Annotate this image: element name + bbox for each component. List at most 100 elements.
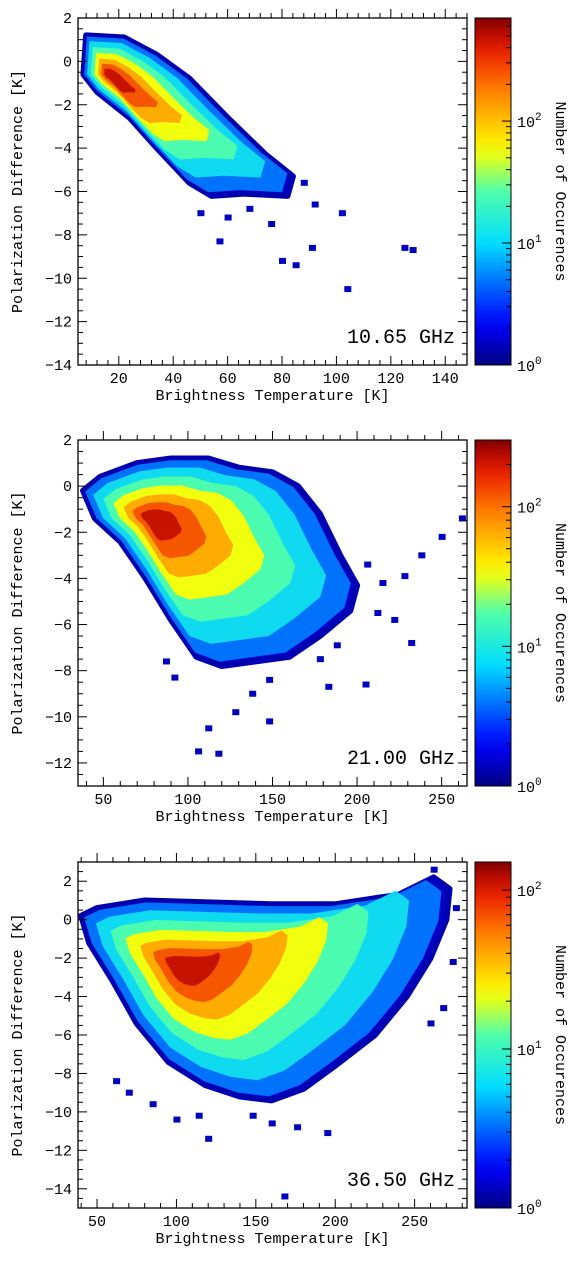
sparse-point	[300, 179, 308, 186]
density-level-7	[164, 952, 221, 986]
colorbar-tick-label: 100	[517, 1199, 542, 1219]
y-tick-label: −4	[54, 141, 72, 158]
sparse-point	[205, 1135, 213, 1142]
sparse-point	[195, 1112, 203, 1119]
sparse-point	[408, 639, 416, 646]
colorbar-tick-base: 10	[517, 501, 535, 518]
sparse-point	[325, 683, 333, 690]
sparse-point	[338, 210, 346, 217]
x-tick-label: 20	[110, 371, 128, 388]
sparse-point	[113, 1078, 121, 1085]
y-tick-label: 0	[63, 479, 72, 496]
density-level-7	[140, 509, 182, 541]
y-tick-label: −8	[54, 228, 72, 245]
y-tick-label: −6	[54, 618, 72, 635]
frequency-annotation: 10.65 GHz	[347, 327, 455, 350]
x-tick-label: 100	[163, 1214, 190, 1231]
x-tick-label: 250	[401, 1214, 428, 1231]
y-tick-label: −2	[54, 525, 72, 542]
colorbar-tick-base: 10	[517, 115, 535, 132]
plot-area	[80, 455, 466, 757]
colorbar	[474, 17, 512, 366]
colorbar-tick-label: 102	[517, 498, 542, 518]
colorbar	[474, 861, 512, 1209]
y-tick-label: −12	[45, 1143, 72, 1160]
sparse-point	[171, 674, 179, 681]
sparse-point	[232, 709, 240, 716]
colorbar-tick-label: 101	[517, 234, 542, 254]
colorbar-label: Number of Occurences	[551, 523, 568, 703]
sparse-point	[216, 238, 224, 245]
sparse-point	[324, 1130, 332, 1137]
colorbar-tick-base: 10	[517, 640, 535, 657]
sparse-point	[401, 573, 409, 580]
sparse-point	[452, 905, 460, 912]
y-tick-label: −10	[45, 710, 72, 727]
sparse-point	[279, 257, 287, 264]
x-axis-title: Brightness Temperature [K]	[155, 388, 389, 405]
sparse-point	[281, 1193, 289, 1200]
sparse-point	[440, 1005, 448, 1012]
colorbar-tick-exponent: 2	[535, 498, 542, 510]
colorbar-label: Number of Occurences	[551, 101, 568, 281]
x-tick-label: 150	[242, 1214, 269, 1231]
y-tick-label: −2	[54, 951, 72, 968]
y-tick-label: 0	[63, 913, 72, 930]
y-tick-label: 2	[63, 433, 72, 450]
sparse-point	[195, 748, 203, 755]
sparse-point	[449, 958, 457, 965]
colorbar	[474, 439, 512, 787]
sparse-point	[374, 610, 382, 616]
sparse-point	[125, 1089, 133, 1096]
sparse-point	[149, 1101, 157, 1108]
y-tick-label: −4	[54, 990, 72, 1007]
y-axis-title: Polarization Difference [K]	[10, 491, 27, 734]
sparse-point	[391, 616, 399, 623]
colorbar-tick-base: 10	[517, 1202, 535, 1219]
colorbar-tick-exponent: 1	[535, 637, 542, 649]
colorbar-tick-label: 102	[517, 881, 542, 901]
y-tick-label: 0	[63, 54, 72, 71]
colorbar-tick-exponent: 2	[535, 112, 542, 124]
x-axis-title: Brightness Temperature [K]	[155, 809, 389, 826]
y-tick-label: 2	[63, 874, 72, 891]
sparse-point	[311, 201, 319, 208]
sparse-point	[344, 286, 352, 293]
sparse-point	[294, 1124, 302, 1131]
x-tick-label: 250	[428, 792, 455, 809]
density-level-7	[104, 68, 136, 93]
colorbar-tick-exponent: 1	[535, 1040, 542, 1052]
sparse-point	[215, 750, 223, 757]
colorbar-tick-base: 10	[517, 780, 535, 797]
sparse-point	[401, 244, 409, 251]
y-tick-label: −12	[45, 756, 72, 773]
plot-area	[78, 866, 460, 1200]
y-tick-label: −14	[45, 1182, 72, 1199]
x-tick-label: 50	[94, 792, 112, 809]
y-tick-label: −12	[45, 315, 72, 332]
colorbar-tick-exponent: 0	[535, 356, 542, 368]
sparse-point	[249, 690, 257, 697]
sparse-point	[362, 681, 370, 688]
sparse-point	[173, 1116, 181, 1123]
colorbar-tick-exponent: 0	[535, 777, 542, 789]
colorbar-tick-exponent: 1	[535, 234, 542, 246]
sparse-point	[316, 656, 324, 663]
colorbar-label: Number of Occurences	[551, 945, 568, 1125]
x-tick-label: 100	[174, 792, 201, 809]
sparse-point	[268, 221, 276, 228]
sparse-point	[162, 658, 170, 665]
colorbar-tick-base: 10	[517, 237, 535, 254]
sparse-point	[292, 262, 300, 269]
x-tick-label: 100	[323, 371, 350, 388]
x-tick-label: 60	[219, 371, 237, 388]
chart-panel-1: 20 40 60 80 100 120 14020−2−4−6−8−10−12−14Brig…	[10, 9, 568, 405]
sparse-point	[268, 1120, 276, 1127]
y-tick-label: 2	[63, 11, 72, 28]
colorbar-tick-label: 100	[517, 356, 542, 376]
colorbar-tick-label: 102	[517, 112, 542, 132]
y-tick-label: −6	[54, 1028, 72, 1045]
y-tick-label: −10	[45, 1105, 72, 1122]
y-tick-label: −6	[54, 185, 72, 202]
x-tick-label: 200	[344, 792, 371, 809]
